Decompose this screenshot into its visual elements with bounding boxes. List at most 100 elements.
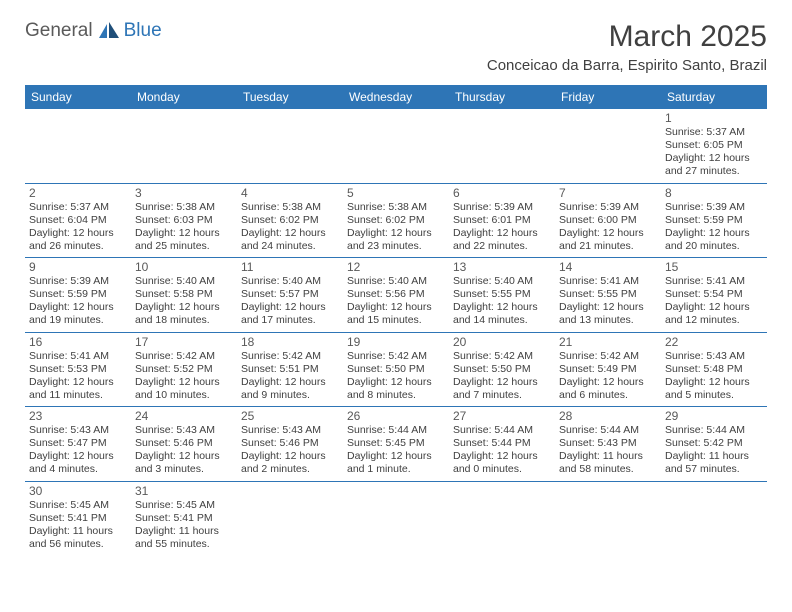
day-info-line: Sunset: 5:46 PM	[135, 437, 233, 450]
day-number: 8	[665, 186, 763, 200]
day-number: 25	[241, 409, 339, 423]
day-info-line: and 13 minutes.	[559, 314, 657, 327]
day-info-line: Sunrise: 5:41 AM	[29, 350, 127, 363]
day-info-line: Daylight: 12 hours	[453, 450, 551, 463]
day-info-line: Daylight: 12 hours	[347, 450, 445, 463]
day-info-line: Daylight: 12 hours	[135, 301, 233, 314]
day-cell-19: 19Sunrise: 5:42 AMSunset: 5:50 PMDayligh…	[343, 332, 449, 407]
empty-cell	[237, 481, 343, 555]
day-info-line: and 56 minutes.	[29, 538, 127, 551]
logo-text-general: General	[25, 20, 93, 42]
day-info-line: Daylight: 11 hours	[665, 450, 763, 463]
day-info-line: Sunrise: 5:43 AM	[135, 424, 233, 437]
day-cell-23: 23Sunrise: 5:43 AMSunset: 5:47 PMDayligh…	[25, 407, 131, 482]
day-cell-28: 28Sunrise: 5:44 AMSunset: 5:43 PMDayligh…	[555, 407, 661, 482]
day-info-line: Sunrise: 5:44 AM	[665, 424, 763, 437]
day-info-line: Daylight: 12 hours	[241, 301, 339, 314]
day-info-line: and 10 minutes.	[135, 389, 233, 402]
week-row: 23Sunrise: 5:43 AMSunset: 5:47 PMDayligh…	[25, 407, 767, 482]
day-info-line: Sunrise: 5:45 AM	[135, 499, 233, 512]
day-info-line: Sunrise: 5:39 AM	[29, 275, 127, 288]
day-info-line: and 57 minutes.	[665, 463, 763, 476]
day-cell-2: 2Sunrise: 5:37 AMSunset: 6:04 PMDaylight…	[25, 183, 131, 258]
day-info-line: Daylight: 12 hours	[29, 227, 127, 240]
day-info-line: Daylight: 12 hours	[29, 450, 127, 463]
day-number: 5	[347, 186, 445, 200]
day-info-line: Sunset: 5:51 PM	[241, 363, 339, 376]
day-info-line: Daylight: 11 hours	[29, 525, 127, 538]
empty-cell	[25, 109, 131, 183]
day-header-thursday: Thursday	[449, 85, 555, 109]
day-number: 22	[665, 335, 763, 349]
day-number: 21	[559, 335, 657, 349]
day-number: 23	[29, 409, 127, 423]
day-info-line: and 24 minutes.	[241, 240, 339, 253]
day-info-line: Sunrise: 5:44 AM	[559, 424, 657, 437]
day-info-line: Sunset: 5:50 PM	[347, 363, 445, 376]
logo-text-blue: Blue	[124, 20, 162, 42]
day-header-saturday: Saturday	[661, 85, 767, 109]
day-info-line: Sunrise: 5:39 AM	[559, 201, 657, 214]
day-info-line: Daylight: 12 hours	[135, 376, 233, 389]
day-info-line: and 27 minutes.	[665, 165, 763, 178]
day-info-line: Sunrise: 5:39 AM	[453, 201, 551, 214]
day-info-line: Daylight: 12 hours	[665, 301, 763, 314]
day-cell-15: 15Sunrise: 5:41 AMSunset: 5:54 PMDayligh…	[661, 258, 767, 333]
day-info-line: Daylight: 11 hours	[135, 525, 233, 538]
day-cell-7: 7Sunrise: 5:39 AMSunset: 6:00 PMDaylight…	[555, 183, 661, 258]
day-number: 10	[135, 260, 233, 274]
day-info-line: Sunrise: 5:40 AM	[135, 275, 233, 288]
day-info-line: Daylight: 12 hours	[29, 301, 127, 314]
day-number: 3	[135, 186, 233, 200]
day-cell-20: 20Sunrise: 5:42 AMSunset: 5:50 PMDayligh…	[449, 332, 555, 407]
day-info-line: Sunset: 5:55 PM	[559, 288, 657, 301]
day-info-line: Sunset: 5:58 PM	[135, 288, 233, 301]
day-info-line: Sunset: 5:59 PM	[29, 288, 127, 301]
calendar-table: SundayMondayTuesdayWednesdayThursdayFrid…	[25, 85, 767, 555]
day-header-row: SundayMondayTuesdayWednesdayThursdayFrid…	[25, 85, 767, 109]
day-info-line: Sunset: 6:05 PM	[665, 139, 763, 152]
day-info-line: Sunset: 5:42 PM	[665, 437, 763, 450]
day-number: 13	[453, 260, 551, 274]
day-info-line: and 1 minute.	[347, 463, 445, 476]
title-block: March 2025 Conceicao da Barra, Espirito …	[487, 20, 767, 80]
day-info-line: Sunset: 5:50 PM	[453, 363, 551, 376]
day-number: 12	[347, 260, 445, 274]
empty-cell	[555, 109, 661, 183]
day-info-line: Daylight: 12 hours	[347, 301, 445, 314]
day-header-wednesday: Wednesday	[343, 85, 449, 109]
day-info-line: Sunset: 5:55 PM	[453, 288, 551, 301]
day-info-line: Sunrise: 5:43 AM	[241, 424, 339, 437]
day-info-line: Sunrise: 5:39 AM	[665, 201, 763, 214]
day-info-line: Daylight: 12 hours	[29, 376, 127, 389]
day-header-tuesday: Tuesday	[237, 85, 343, 109]
day-number: 1	[665, 111, 763, 125]
day-cell-8: 8Sunrise: 5:39 AMSunset: 5:59 PMDaylight…	[661, 183, 767, 258]
header: General Blue March 2025 Conceicao da Bar…	[0, 0, 792, 85]
day-info-line: Daylight: 12 hours	[241, 376, 339, 389]
day-info-line: Sunset: 5:57 PM	[241, 288, 339, 301]
day-info-line: and 55 minutes.	[135, 538, 233, 551]
day-cell-6: 6Sunrise: 5:39 AMSunset: 6:01 PMDaylight…	[449, 183, 555, 258]
day-info-line: and 15 minutes.	[347, 314, 445, 327]
day-cell-25: 25Sunrise: 5:43 AMSunset: 5:46 PMDayligh…	[237, 407, 343, 482]
day-info-line: Sunset: 5:41 PM	[29, 512, 127, 525]
day-info-line: and 0 minutes.	[453, 463, 551, 476]
day-cell-21: 21Sunrise: 5:42 AMSunset: 5:49 PMDayligh…	[555, 332, 661, 407]
day-number: 20	[453, 335, 551, 349]
day-info-line: and 5 minutes.	[665, 389, 763, 402]
day-info-line: Sunrise: 5:42 AM	[559, 350, 657, 363]
day-header-monday: Monday	[131, 85, 237, 109]
day-info-line: Sunrise: 5:38 AM	[241, 201, 339, 214]
day-cell-27: 27Sunrise: 5:44 AMSunset: 5:44 PMDayligh…	[449, 407, 555, 482]
day-info-line: and 7 minutes.	[453, 389, 551, 402]
day-cell-18: 18Sunrise: 5:42 AMSunset: 5:51 PMDayligh…	[237, 332, 343, 407]
day-cell-1: 1Sunrise: 5:37 AMSunset: 6:05 PMDaylight…	[661, 109, 767, 183]
empty-cell	[131, 109, 237, 183]
day-info-line: Daylight: 12 hours	[559, 227, 657, 240]
day-info-line: and 9 minutes.	[241, 389, 339, 402]
day-info-line: Sunrise: 5:37 AM	[665, 126, 763, 139]
day-number: 18	[241, 335, 339, 349]
month-title: March 2025	[487, 20, 767, 54]
day-number: 17	[135, 335, 233, 349]
